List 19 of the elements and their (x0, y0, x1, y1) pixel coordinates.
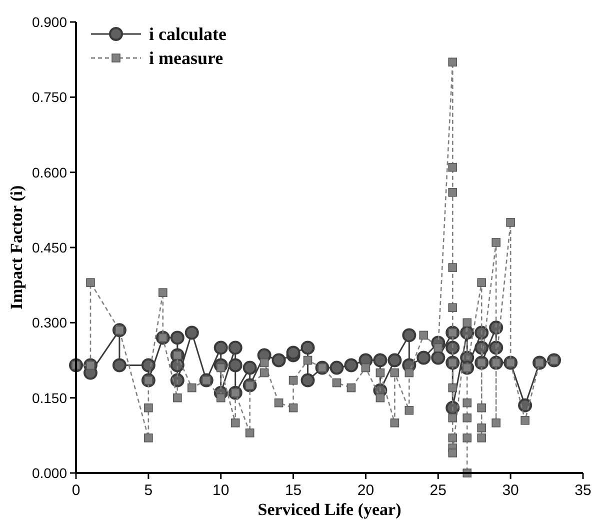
x-tick-label: 10 (212, 482, 230, 499)
y-tick-label: 0.900 (32, 14, 68, 30)
legend-label: i measure (149, 48, 224, 68)
y-tick-label: 0.750 (32, 89, 68, 106)
y-axis-title: Impact Factor (i) (7, 185, 26, 310)
x-tick-label: 15 (284, 482, 302, 499)
x-tick-label: 30 (502, 482, 519, 499)
x-tick-label: 0 (72, 482, 80, 499)
x-tick-label: 25 (430, 482, 446, 499)
y-tick-label: 0.600 (32, 164, 68, 180)
y-tick-label: 0.450 (32, 240, 68, 256)
x-tick-label: 20 (357, 482, 374, 499)
x-tick-label: 35 (574, 482, 592, 499)
x-tick-label: 5 (144, 482, 153, 499)
y-tick-label: 0.300 (32, 314, 68, 331)
legend-label: i calculate (149, 24, 226, 44)
y-tick-label: 0.000 (32, 465, 68, 481)
y-tick-label: 0.150 (32, 390, 68, 406)
x-axis-title: Serviced Life (year) (258, 500, 402, 519)
